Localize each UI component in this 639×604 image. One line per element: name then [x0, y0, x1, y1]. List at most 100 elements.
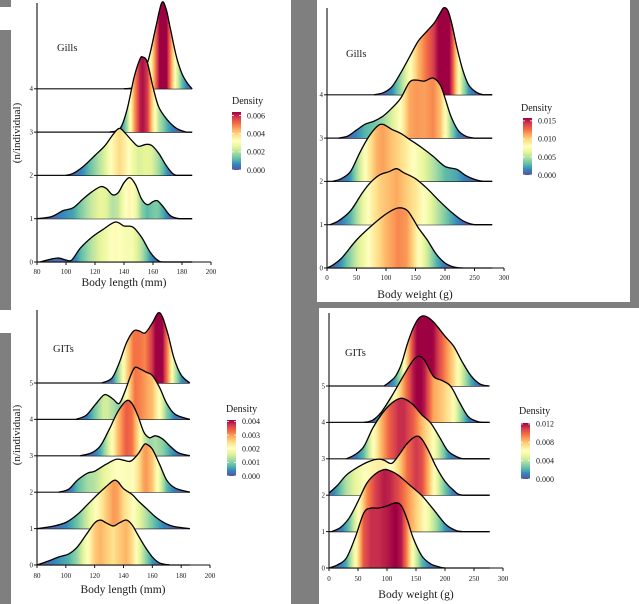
colorbar — [521, 423, 530, 479]
y-tick-label: 4 — [320, 91, 324, 99]
x-tick-label: 300 — [498, 575, 509, 583]
x-tick-label: 80 — [34, 268, 42, 276]
ridge-outline — [328, 502, 446, 569]
ridge-fill — [75, 367, 190, 420]
y-tick-label: 5 — [30, 379, 34, 387]
ridge-3 — [37, 399, 190, 457]
ridge-fill — [327, 207, 463, 268]
legend-tick-label: 0.012 — [536, 420, 554, 429]
panel-title: GITs — [345, 348, 366, 359]
ridge-fill — [374, 7, 493, 95]
x-tick-label: 120 — [89, 572, 100, 580]
ridge-fill — [80, 400, 190, 456]
ridge-outline — [36, 519, 170, 566]
x-tick-label: 160 — [147, 572, 158, 580]
panel-title: Gills — [346, 49, 366, 60]
legend-tick-label: 0.001 — [242, 458, 260, 467]
legend-tick-label: 0.003 — [242, 431, 260, 440]
ridge-fill — [58, 443, 190, 493]
panel-title: Gills — [57, 43, 77, 54]
panel-border-middle-upper — [291, 0, 317, 308]
x-axis-title: Body length (mm) — [81, 584, 166, 596]
ridge-outline — [101, 311, 191, 384]
legend-tick-label: 0.002 — [242, 444, 260, 453]
panel-border-right — [630, 0, 639, 308]
legend-tick-label: 0.005 — [538, 153, 556, 162]
y-tick-label: 3 — [30, 452, 34, 460]
x-tick-label: 150 — [410, 274, 421, 282]
panel-border-left-upper — [0, 30, 11, 310]
ridge-outline — [374, 7, 493, 96]
legend-tick-label: 0.015 — [538, 117, 556, 126]
ridge-fill — [329, 502, 445, 568]
y-tick-label: 4 — [30, 85, 34, 93]
y-tick-label: 2 — [322, 492, 326, 500]
x-tick-label: 200 — [206, 268, 217, 276]
legend-title: Density — [226, 404, 257, 415]
y-tick-label: 4 — [322, 419, 326, 427]
ridge-fill — [37, 177, 193, 219]
ridge-outline — [331, 468, 490, 533]
y-tick-label: 0 — [320, 264, 324, 272]
ridge-3 — [327, 77, 493, 139]
density-legend: Density 0.015 0.010 0.005 0.000 — [521, 103, 556, 180]
x-tick-label: 200 — [440, 274, 451, 282]
legend-tick-label: 0.000 — [242, 472, 260, 481]
ridge-outline — [383, 315, 489, 387]
ridge-outline — [80, 399, 190, 457]
ridge-fill — [109, 56, 193, 133]
x-tick-label: 180 — [177, 268, 188, 276]
y-tick-label: 0 — [30, 561, 34, 569]
x-tick-label: 300 — [499, 274, 510, 282]
density-legend: Density 0.004 0.003 0.002 0.001 0.000 — [226, 404, 260, 481]
x-tick-label: 160 — [148, 268, 159, 276]
ridge-fill — [384, 315, 489, 386]
y-tick-label: 4 — [30, 416, 34, 424]
y-tick-label: 3 — [30, 128, 34, 136]
ridge-outline — [65, 127, 193, 177]
ridge-2 — [37, 127, 193, 177]
x-tick-label: 120 — [90, 268, 101, 276]
y-axis-title: (n/individual) — [11, 404, 23, 465]
y-tick-label: 1 — [322, 528, 326, 536]
x-tick-label: 200 — [440, 575, 451, 583]
x-tick-label: 100 — [61, 268, 72, 276]
y-tick-label: 3 — [320, 134, 324, 142]
density-legend: Density 0.006 0.004 0.002 0.000 — [232, 96, 265, 175]
legend-tick-label: 0.004 — [247, 130, 265, 139]
ridge-outline — [36, 479, 190, 530]
y-tick-label: 0 — [30, 258, 34, 266]
y-tick-label: 1 — [30, 215, 34, 223]
density-legend: Density 0.012 0.008 0.004 0.000 — [519, 406, 554, 484]
panel-border-middle-lower — [291, 308, 319, 604]
x-axis-title: Body length (mm) — [82, 277, 167, 289]
y-tick-label: 2 — [30, 489, 34, 497]
legend-tick-label: 0.006 — [247, 111, 265, 120]
legend-tick-label: 0.004 — [242, 417, 260, 426]
ridge-1 — [36, 177, 193, 220]
legend-tick-label: 0.002 — [247, 148, 265, 157]
legend-tick-label: 0.000 — [538, 171, 556, 180]
chart-panel-1: 0 50 100 150 200 250 300 0 1 2 3 4 Gills Body weight … — [320, 7, 556, 301]
ridge-fill — [332, 124, 493, 182]
x-tick-label: 0 — [325, 274, 329, 282]
ridge-outline — [328, 435, 490, 496]
x-tick-label: 200 — [205, 572, 216, 580]
ridge-fill — [101, 312, 190, 383]
ridge-fill — [124, 1, 193, 89]
ridge-outline — [332, 123, 493, 183]
x-tick-label: 100 — [382, 575, 393, 583]
x-tick-label: 140 — [119, 268, 130, 276]
x-tick-label: 100 — [381, 274, 392, 282]
legend-title: Density — [521, 103, 552, 114]
panel-title: GITs — [53, 344, 74, 355]
legend-tick-label: 0.008 — [536, 438, 554, 447]
ridge-outline — [329, 168, 493, 226]
panel-border-bottom-upper-right — [317, 302, 639, 308]
x-tick-label: 250 — [469, 274, 480, 282]
x-axis-title: Body weight (g) — [377, 289, 453, 301]
y-tick-label: 1 — [320, 221, 324, 229]
legend-tick-label: 0.000 — [247, 166, 265, 175]
ridge-outline — [326, 207, 463, 269]
